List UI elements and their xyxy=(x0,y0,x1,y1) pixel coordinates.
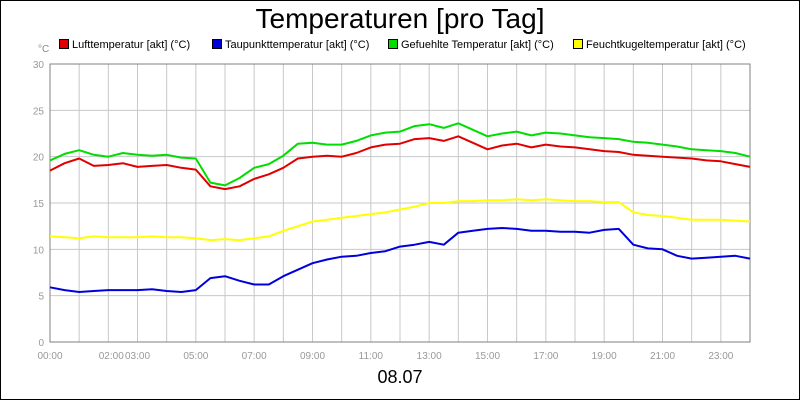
y-tick-label: 5 xyxy=(38,292,44,303)
series-line-2 xyxy=(49,122,751,187)
x-tick-label: 13:00 xyxy=(417,351,442,362)
y-tick-label: 30 xyxy=(33,60,45,71)
x-tick-label: 03:00 xyxy=(125,351,150,362)
series-line-0 xyxy=(49,135,751,191)
legend-item-lufttemperatur: Lufttemperatur [akt] (°C) xyxy=(59,39,190,51)
legend-swatch-taupunkttemperatur xyxy=(212,39,222,49)
plot-border xyxy=(49,63,751,343)
legend-label-lufttemperatur: Lufttemperatur [akt] (°C) xyxy=(72,39,191,51)
y-tick-label: 10 xyxy=(33,245,45,256)
y-tick-label: 15 xyxy=(33,199,45,210)
legend-swatch-gefuehlte-temperatur xyxy=(388,39,398,49)
x-tick-label: 05:00 xyxy=(183,351,208,362)
x-tick-label: 21:00 xyxy=(650,351,675,362)
x-tick-label: 17:00 xyxy=(533,351,558,362)
legend-label-feuchtkugeltemperatur: Feuchtkugeltemperatur [akt] (°C) xyxy=(586,39,746,51)
legend-swatch-feuchtkugeltemperatur xyxy=(573,39,583,49)
y-tick-label: 0 xyxy=(38,338,44,349)
x-tick-label: 15:00 xyxy=(475,351,500,362)
x-tick-label: 23:00 xyxy=(708,351,733,362)
legend-label-gefuehlte-temperatur: Gefuehlte Temperatur [akt] (°C) xyxy=(401,39,554,51)
legend-label-taupunkttemperatur: Taupunkttemperatur [akt] (°C) xyxy=(225,39,370,51)
chart-title: Temperaturen [pro Tag] xyxy=(255,3,545,34)
x-tick-label: 02:00 xyxy=(99,351,124,362)
x-tick-label: 09:00 xyxy=(300,351,325,362)
legend-item-taupunkttemperatur: Taupunkttemperatur [akt] (°C) xyxy=(212,39,369,51)
y-tick-label: 25 xyxy=(33,106,45,117)
x-axis-date-label: 08.07 xyxy=(377,367,423,387)
legend-item-feuchtkugeltemperatur: Feuchtkugeltemperatur [akt] (°C) xyxy=(573,39,746,51)
y-axis-unit: °C xyxy=(38,44,50,55)
x-tick-label: 00:00 xyxy=(37,351,62,362)
legend-swatch-lufttemperatur xyxy=(59,39,69,49)
y-tick-label: 20 xyxy=(33,153,45,164)
x-tick-label: 07:00 xyxy=(242,351,267,362)
x-tick-label: 19:00 xyxy=(592,351,617,362)
legend-item-gefuehlte-temperatur: Gefuehlte Temperatur [akt] (°C) xyxy=(388,39,554,51)
x-tick-label: 11:00 xyxy=(359,351,384,362)
series-line-3 xyxy=(49,198,751,242)
series-line-1 xyxy=(49,227,751,293)
